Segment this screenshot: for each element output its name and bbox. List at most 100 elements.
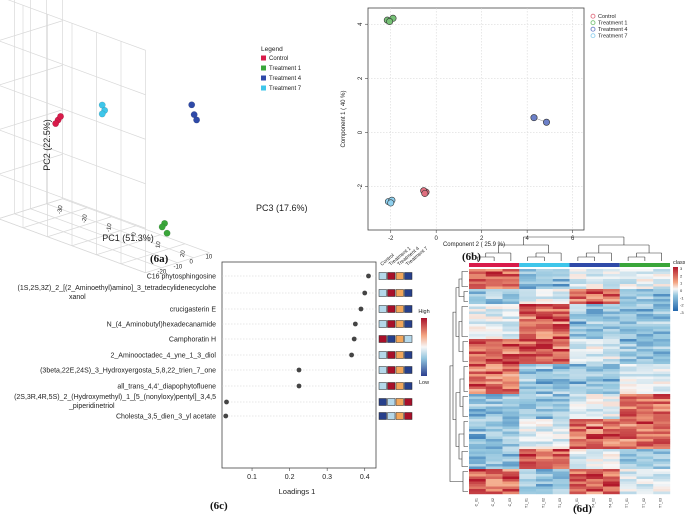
heatmap-cell: [653, 299, 671, 302]
heatmap-cell: [653, 309, 671, 312]
heatmap-cell: [653, 434, 671, 437]
heatmap-cell: [485, 309, 503, 312]
loadings-heat-cell: [378, 320, 387, 328]
pca3d-legend-title: Legend: [261, 46, 283, 53]
heatmap-cell: [552, 344, 570, 347]
heatmap-cell: [653, 319, 671, 322]
heatmap-cell: [619, 439, 637, 442]
heatmap-cell: [485, 444, 503, 447]
heatmap-cell: [569, 301, 587, 305]
panel-label-c: (6c): [210, 500, 228, 512]
heatmap-cell: [586, 491, 604, 495]
heatmap-cell: [552, 416, 570, 420]
pca3d-gridline: [14, 213, 162, 269]
heatmap-cell: [519, 464, 537, 467]
heatmap-cell: [653, 306, 671, 310]
heatmap-cell: [536, 391, 553, 395]
loadings-item-label: crucigasterin E: [170, 307, 217, 314]
heatmap-cell: [569, 291, 587, 295]
loadings-item-label: all_trans_4,4'_diapophytofluene: [117, 384, 216, 391]
heatmap-cell: [586, 389, 604, 392]
heatmap-cell: [502, 484, 520, 487]
heatmap-cell: [536, 459, 553, 462]
heatmap-cell: [586, 354, 604, 357]
heatmap-cell: [552, 426, 570, 430]
heatmap-cell: [569, 429, 587, 432]
heatmap-cell: [619, 384, 637, 387]
heatmap-cell: [603, 286, 620, 290]
heatmap-cell: [536, 279, 553, 282]
heatmap-cell: [586, 319, 604, 322]
scores-points: [383, 14, 550, 207]
heatmap-cell: [552, 329, 570, 332]
heatmap-cell: [636, 401, 654, 405]
heatmap-cell: [603, 291, 620, 295]
heatmap-cell: [569, 464, 587, 467]
heatmap-cell: [519, 481, 537, 485]
heatmap-row-branch: [461, 451, 468, 467]
heatmap-cell: [653, 414, 671, 417]
heatmap-cell: [469, 349, 486, 352]
heatmap-cell: [485, 284, 503, 287]
heatmap-row-branch: [462, 396, 468, 417]
heatmap-cell: [469, 344, 486, 347]
heatmap-cell: [552, 326, 570, 330]
heatmap-cell: [586, 449, 604, 452]
heatmap-cell: [603, 449, 620, 452]
heatmap-cell: [536, 286, 553, 290]
heatmap-cell: [636, 311, 654, 315]
heatmap-cell: [519, 376, 537, 380]
loadings-item-label: 2_Aminooctadec_4_yne_1_3_diol: [111, 353, 217, 360]
loadings-ticks: 0.1 0.2 0.3 0.4: [247, 468, 370, 481]
heatmap-cell: [603, 371, 620, 375]
heatmap-cell: [636, 286, 654, 290]
heatmap-cell: [485, 454, 503, 457]
heatmap-cell: [469, 336, 486, 340]
heatmap-group-bar: [469, 263, 670, 267]
panel-label-d: (6d): [573, 503, 592, 515]
heatmap-cell: [586, 286, 604, 290]
heatmap-cell: [502, 356, 520, 360]
heatmap-cell: [469, 471, 486, 475]
heatmap-cell: [552, 366, 570, 370]
heatmap-cell: [619, 359, 637, 362]
heatmap-cell: [469, 321, 486, 325]
heatmap-cell: [636, 434, 654, 437]
heatmap-cell: [502, 309, 520, 312]
heatmap-column-label: T1_01: [525, 498, 529, 508]
heatmap-cell: [536, 461, 553, 465]
heatmap-cell: [502, 366, 520, 370]
heatmap-cell: [552, 349, 570, 352]
heatmap-cell: [469, 439, 486, 442]
heatmap-cell: [586, 276, 604, 280]
heatmap-cell: [552, 484, 570, 487]
heatmap-cell: [603, 276, 620, 280]
heatmap-cell: [603, 339, 620, 342]
heatmap-cell: [536, 476, 553, 480]
heatmap-cell: [552, 319, 570, 322]
heatmap-cell: [619, 341, 637, 345]
heatmap-cell: [552, 486, 570, 490]
heatmap-cell: [586, 291, 604, 295]
heatmap-cell: [552, 331, 570, 335]
heatmap-cell: [502, 271, 520, 275]
heatmap-cell: [653, 334, 671, 337]
loadings-xtick: 0.1: [247, 474, 257, 481]
pca3d-legend-label: Treatment 1: [269, 66, 302, 72]
scores-ticks: -2 0 2 4 6 -2 0 2 4: [358, 22, 575, 242]
heatmap-cell: [586, 421, 604, 425]
heatmap-cell: [469, 424, 486, 427]
heatmap-cell: [653, 339, 671, 342]
heatmap-cell: [603, 406, 620, 410]
heatmap-cell: [552, 459, 570, 462]
heatmap-cell: [603, 374, 620, 377]
loadings-heat-cell: [387, 289, 396, 297]
heatmap-cell: [619, 414, 637, 417]
heatmap-cell: [619, 364, 637, 367]
heatmap-cell: [569, 396, 587, 400]
heatmap-cell: [569, 339, 587, 342]
heatmap-cell: [552, 389, 570, 392]
heatmap-cell: [485, 326, 503, 330]
heatmap-cell: [502, 489, 520, 492]
heatmap-cell: [485, 361, 503, 365]
